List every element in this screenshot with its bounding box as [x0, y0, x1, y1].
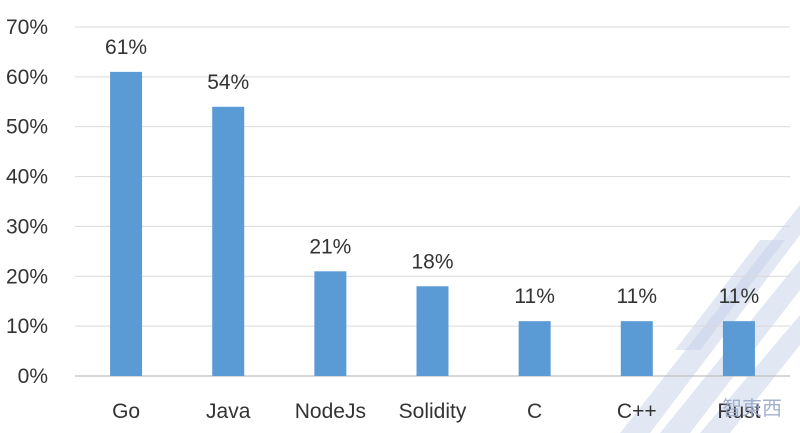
bar-go: [110, 71, 143, 376]
y-tick-label: 60%: [6, 66, 48, 89]
bar-solidity: [416, 286, 449, 376]
y-tick-label: 50%: [6, 116, 48, 139]
y-axis-ticks: 0% 10% 20% 30% 40% 50% 60% 70%: [6, 16, 48, 388]
bar-java: [212, 106, 245, 377]
data-label: 21%: [309, 235, 351, 258]
bar-c: [518, 321, 551, 376]
y-tick-label: 40%: [6, 166, 48, 189]
data-labels: 61% 54% 21% 18% 11% 11% 11%: [105, 36, 759, 308]
data-label: 11%: [719, 285, 759, 308]
data-label: 18%: [411, 250, 453, 273]
x-tick-label: Java: [206, 400, 251, 423]
data-label: 11%: [514, 285, 554, 308]
bar-nodejs: [314, 271, 347, 376]
x-tick-label: C: [527, 400, 542, 423]
data-label: 61%: [105, 36, 147, 59]
x-tick-label: C++: [617, 400, 657, 423]
y-tick-label: 30%: [6, 215, 48, 238]
y-tick-label: 70%: [6, 16, 48, 39]
bar-rust: [722, 321, 755, 376]
x-tick-label: Go: [112, 400, 140, 423]
y-tick-label: 20%: [6, 265, 48, 288]
bars: [110, 71, 755, 377]
x-tick-label: Rust: [717, 400, 760, 423]
x-axis-ticks: Go Java NodeJs Solidity C C++ Rust: [112, 400, 761, 423]
data-label: 11%: [617, 285, 657, 308]
bar-c-: [620, 321, 653, 376]
y-tick-label: 0%: [18, 365, 48, 388]
watermark-text: 智東西: [722, 397, 782, 420]
x-tick-label: NodeJs: [295, 400, 366, 423]
data-label: 54%: [207, 71, 249, 94]
x-tick-label: Solidity: [399, 400, 467, 423]
y-tick-label: 10%: [6, 315, 48, 338]
